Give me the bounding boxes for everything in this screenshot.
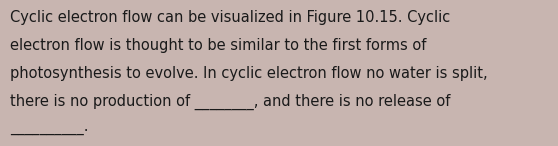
Text: __________.: __________. [10, 121, 89, 136]
Text: there is no production of ________, and there is no release of: there is no production of ________, and … [10, 93, 450, 110]
Text: electron flow is thought to be similar to the first forms of: electron flow is thought to be similar t… [10, 38, 426, 53]
Text: photosynthesis to evolve. In cyclic electron flow no water is split,: photosynthesis to evolve. In cyclic elec… [10, 66, 488, 81]
Text: Cyclic electron flow can be visualized in Figure 10.15. Cyclic: Cyclic electron flow can be visualized i… [10, 10, 450, 25]
